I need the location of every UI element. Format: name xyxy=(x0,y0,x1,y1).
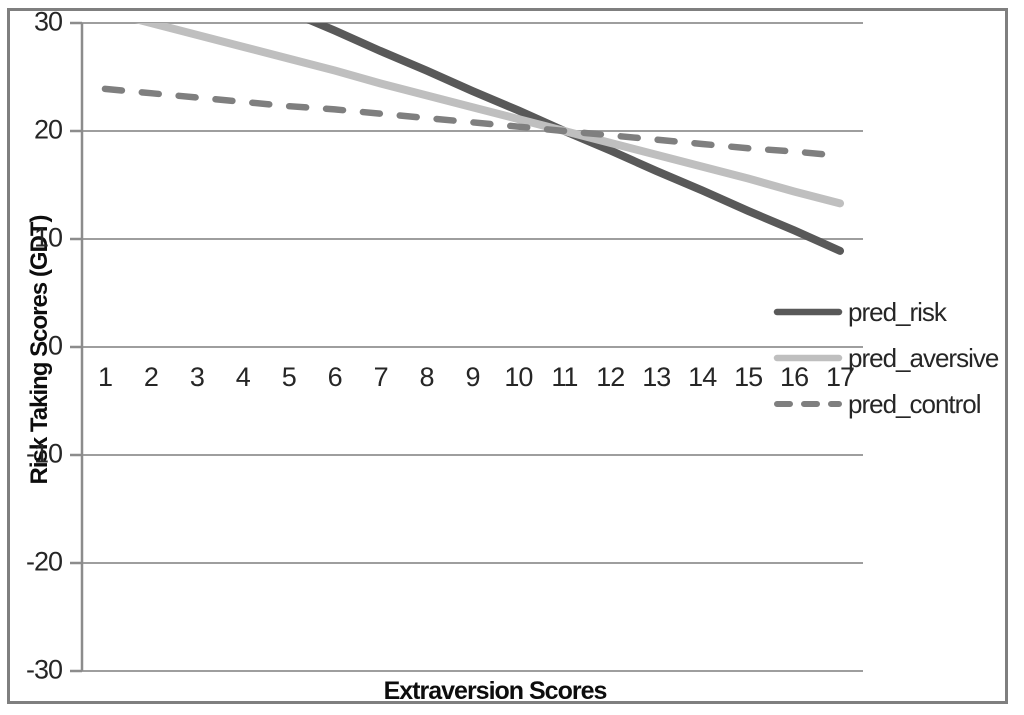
x-tick-label: 11 xyxy=(551,362,578,392)
legend-label: pred_control xyxy=(848,388,982,419)
legend-item: pred_risk xyxy=(773,289,998,335)
legend-line-sample xyxy=(774,401,842,407)
x-tick-label: 4 xyxy=(235,362,251,392)
y-tick-label: 30 xyxy=(33,6,63,37)
x-tick-label: 16 xyxy=(780,362,809,392)
series-line-pred_aversive xyxy=(134,23,845,208)
x-tick-label: 1 xyxy=(97,362,113,392)
x-tick-label: 7 xyxy=(373,362,389,392)
x-axis-title: Extraversion Scores xyxy=(383,677,608,705)
x-tick-label: 13 xyxy=(642,362,671,392)
y-tick-label: -30 xyxy=(25,654,63,685)
x-tick-label: 17 xyxy=(825,362,855,392)
x-tick-label: 9 xyxy=(465,362,480,392)
x-tick-label: 14 xyxy=(688,362,717,392)
y-tick-label: 0 xyxy=(47,330,63,361)
y-tick-label: -20 xyxy=(25,546,63,577)
legend-label: pred_aversive xyxy=(848,342,999,373)
legend-line-sample xyxy=(773,308,843,316)
legend-item: pred_aversive xyxy=(773,335,999,381)
x-tick-label: 6 xyxy=(327,362,343,392)
y-tick-label: 10 xyxy=(33,222,63,253)
legend-item: pred_control xyxy=(773,381,998,427)
y-tick-label: 20 xyxy=(33,114,63,145)
x-tick-label: 3 xyxy=(189,362,205,392)
x-tick-label: 12 xyxy=(596,362,625,392)
series-line-pred_control xyxy=(101,85,844,160)
legend-label: pred_risk xyxy=(848,296,947,327)
x-tick-label: 8 xyxy=(419,362,435,392)
series-line-pred_risk xyxy=(306,23,845,255)
y-tick-label: -10 xyxy=(25,438,63,469)
legend-line-sample xyxy=(773,354,843,362)
x-tick-label: 5 xyxy=(281,362,297,392)
x-tick-label: 2 xyxy=(143,362,159,392)
x-tick-label: 15 xyxy=(734,362,763,392)
x-tick-label: 10 xyxy=(504,362,533,392)
legend: pred_risk pred_aversive pred_control xyxy=(773,289,999,427)
